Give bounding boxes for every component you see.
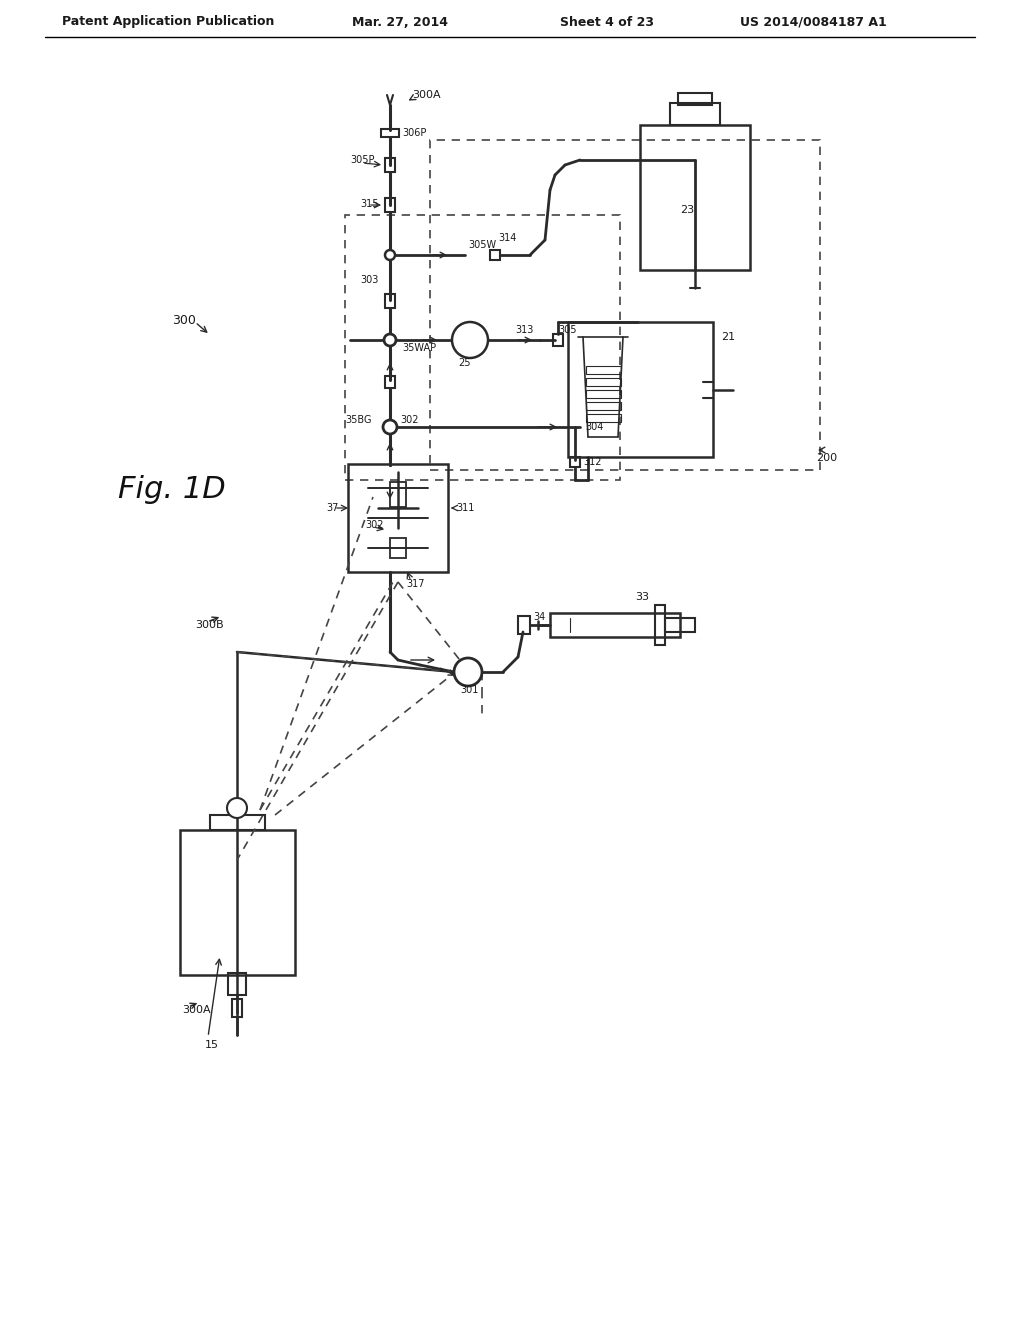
Bar [390, 539, 406, 558]
Text: 305P: 305P [350, 154, 375, 165]
Bar [385, 158, 395, 172]
Bar [586, 403, 621, 411]
Text: Sheet 4 of 23: Sheet 4 of 23 [560, 16, 654, 29]
Bar [180, 830, 295, 975]
Text: 311: 311 [456, 503, 474, 513]
Circle shape [383, 420, 397, 434]
Bar [640, 125, 750, 271]
Bar [586, 378, 621, 385]
Bar [390, 482, 406, 507]
Bar [678, 92, 712, 106]
Text: 15: 15 [205, 1040, 219, 1049]
Text: 317: 317 [406, 579, 425, 589]
Text: 305: 305 [558, 325, 577, 335]
Text: 35WAP: 35WAP [402, 343, 436, 352]
Text: Patent Application Publication: Patent Application Publication [62, 16, 274, 29]
Bar [385, 376, 395, 388]
Bar [586, 389, 621, 399]
Bar [568, 322, 713, 457]
Text: 313: 313 [515, 325, 534, 335]
Text: 315: 315 [360, 199, 379, 209]
Text: 304: 304 [585, 422, 603, 432]
Text: 312: 312 [583, 457, 601, 467]
Bar [385, 294, 395, 308]
Text: 34: 34 [534, 612, 545, 622]
Text: 303: 303 [360, 275, 379, 285]
Text: Mar. 27, 2014: Mar. 27, 2014 [352, 16, 449, 29]
Bar [385, 198, 395, 213]
Bar [490, 249, 500, 260]
Text: 300A: 300A [412, 90, 440, 100]
Text: 21: 21 [721, 333, 735, 342]
Text: 33: 33 [635, 591, 649, 602]
Circle shape [454, 657, 482, 686]
Text: 300B: 300B [195, 620, 223, 630]
Circle shape [384, 334, 396, 346]
Bar [381, 129, 399, 137]
Circle shape [452, 322, 488, 358]
Bar [345, 215, 620, 480]
Text: US 2014/0084187 A1: US 2014/0084187 A1 [740, 16, 887, 29]
Bar [518, 616, 530, 634]
Text: 314: 314 [498, 234, 516, 243]
Bar [670, 103, 720, 125]
Circle shape [227, 799, 247, 818]
Text: 200: 200 [816, 453, 838, 463]
Text: 37: 37 [326, 503, 338, 513]
Bar [665, 618, 695, 632]
Bar [232, 999, 242, 1016]
Text: 35BG: 35BG [345, 414, 372, 425]
Bar [430, 140, 820, 470]
Text: Fig. 1D: Fig. 1D [118, 475, 225, 504]
Text: 302: 302 [365, 520, 384, 531]
Bar [655, 605, 665, 645]
Text: 300: 300 [172, 314, 196, 326]
Bar [570, 457, 580, 467]
Text: 300A: 300A [182, 1005, 211, 1015]
Bar [550, 612, 680, 638]
Circle shape [385, 249, 395, 260]
Text: 306P: 306P [402, 128, 426, 139]
Text: 302: 302 [400, 414, 419, 425]
Bar [586, 366, 621, 374]
Bar [210, 814, 265, 830]
Bar [348, 465, 449, 572]
Text: 301: 301 [460, 685, 478, 696]
Bar [553, 334, 563, 346]
Text: 25: 25 [458, 358, 470, 368]
Bar [586, 414, 621, 422]
Text: 23: 23 [680, 205, 694, 215]
Bar [228, 973, 246, 995]
Text: 305W: 305W [468, 240, 496, 249]
